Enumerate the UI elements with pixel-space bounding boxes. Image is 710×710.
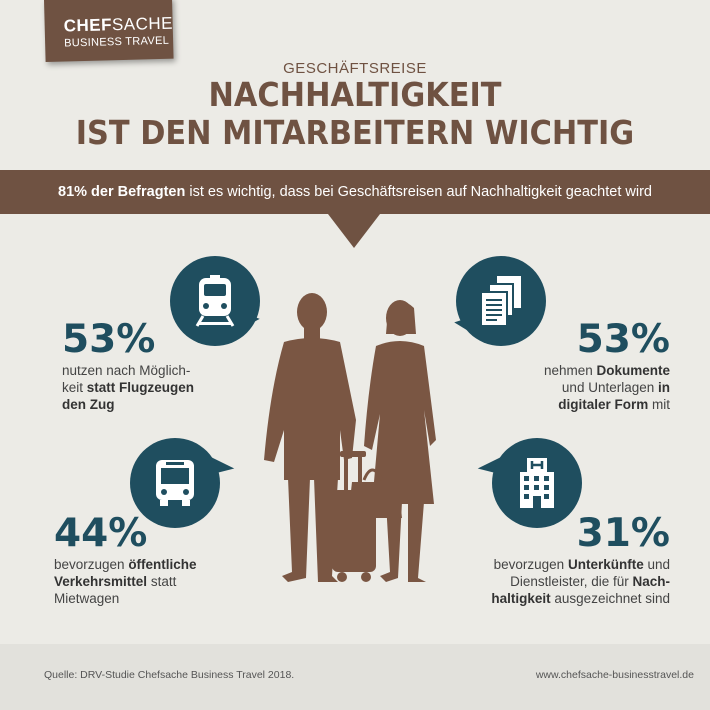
bus-icon [156, 460, 194, 506]
brand-logo: CHEFSACHE BUSINESS TRAVEL [44, 0, 174, 62]
stat-bus-percent: 44% [54, 511, 148, 556]
banner-highlight: 81% der Befragten [58, 184, 186, 200]
stat-hotel-description: bevorzugen Unterkünfte und Dienstleister… [491, 557, 670, 606]
bus-bubble [130, 438, 235, 528]
train-bubble [170, 256, 260, 346]
stat-bus-description: bevorzugen öffentliche Verkehrsmittel st… [54, 557, 197, 606]
stat-hotel-percent: 31% [576, 511, 670, 556]
stat-train: 53% nutzen nach Möglich- keit statt Flug… [62, 318, 194, 413]
hotel-icon [520, 458, 554, 508]
stat-documents: 53% nehmen Dokumente und Unterlagen in d… [544, 318, 670, 413]
banner-text: ist es wichtig, dass bei Geschäftsreisen… [185, 184, 652, 200]
hotel-bubble [477, 438, 582, 528]
summary-banner: 81% der Befragten ist es wichtig, dass b… [0, 170, 710, 214]
kicker-text: GESCHÄFTSREISE [283, 60, 427, 77]
stat-documents-percent: 53% [576, 317, 670, 362]
footer-band [0, 644, 710, 710]
banner-pointer [328, 214, 380, 248]
stat-hotel: 31% bevorzugen Unterkünfte und Dienstlei… [491, 512, 670, 607]
website-link[interactable]: www.chefsache-businesstravel.de [535, 669, 694, 681]
stat-train-description: nutzen nach Möglich- keit statt Flugzeug… [62, 363, 195, 412]
train-icon [195, 275, 235, 327]
documents-icon [480, 276, 521, 327]
logo-subtitle: BUSINESS TRAVEL [63, 34, 170, 50]
source-note: Quelle: DRV-Studie Chefsache Business Tr… [44, 669, 295, 681]
stat-documents-description: nehmen Dokumente und Unterlagen in digit… [543, 363, 670, 412]
logo-title: CHEFSACHE [63, 13, 174, 36]
headline-line-1: NACHHALTIGKEIT [208, 75, 502, 114]
travelers-silhouette [264, 293, 436, 582]
stat-train-percent: 53% [62, 317, 156, 362]
stat-bus: 44% bevorzugen öffentliche Verkehrsmitte… [54, 512, 197, 607]
documents-bubble [454, 256, 546, 350]
headline-line-2: IST DEN MITARBEITERN WICHTIG [75, 113, 635, 152]
